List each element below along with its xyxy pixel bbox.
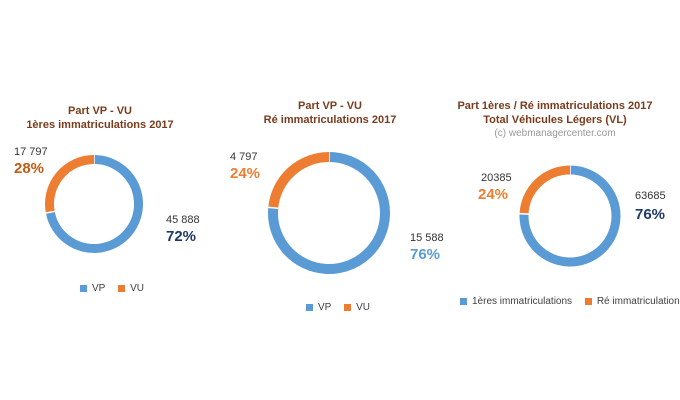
legend-item-vp: VP bbox=[306, 302, 331, 313]
chart-1: Part VP - VU 1ères immatriculations 2017… bbox=[0, 0, 200, 400]
donut-slice-vu bbox=[268, 152, 330, 209]
legend-swatch-vp bbox=[306, 304, 313, 311]
chart-2-title: Part VP - VU Ré immatriculations 2017 bbox=[230, 99, 430, 127]
legend-label-re-registrations: Ré immatriculation bbox=[596, 296, 680, 307]
slice-separator bbox=[518, 212, 530, 215]
legend-item-vp: VP bbox=[80, 283, 105, 294]
legend-swatch-first-registrations bbox=[460, 298, 467, 305]
legend-item-vu: VU bbox=[118, 283, 144, 294]
chart-3-first-percent-label: 76% bbox=[635, 206, 666, 223]
chart-1-vp-value-label: 45 888 bbox=[166, 214, 200, 226]
chart-2: Part VP - VU Ré immatriculations 2017 4 … bbox=[230, 0, 444, 400]
legend-label-vp: VP bbox=[92, 283, 106, 294]
chart-1-legend: VP VU bbox=[80, 283, 154, 295]
legend-swatch-vu bbox=[344, 304, 352, 311]
chart-3-legend: 1ères immatriculations Ré immatriculatio… bbox=[460, 296, 680, 308]
donut-slice-1-res-immatriculations bbox=[519, 165, 621, 267]
legend-label-vu: VU bbox=[356, 302, 371, 313]
chart-1-vu-percent-label: 28% bbox=[14, 160, 45, 177]
legend-swatch-re-registrations bbox=[584, 298, 592, 305]
chart-3: Part 1ères / Ré immatriculations 2017 To… bbox=[450, 0, 680, 400]
chart-3-first-value-label: 63685 bbox=[635, 190, 666, 202]
legend-label-first-registrations: 1ères immatriculations bbox=[472, 296, 573, 307]
slice-separator bbox=[44, 210, 56, 214]
donut-slice-vp bbox=[45, 155, 143, 253]
chart-1-vp-percent-label: 72% bbox=[166, 228, 197, 245]
legend-item-re-registrations: Ré immatriculation bbox=[584, 296, 680, 307]
chart-2-vu-value-label: 4 797 bbox=[230, 151, 258, 163]
chart-2-donut bbox=[267, 151, 390, 274]
chart-1-title: Part VP - VU 1ères immatriculations 2017 bbox=[0, 104, 200, 132]
donut-slice-r-immatriculation bbox=[519, 165, 571, 215]
legend-label-vp: VP bbox=[318, 302, 332, 313]
chart-2-legend: VP VU bbox=[306, 302, 380, 314]
chart-3-title-line1: Part 1ères / Ré immatriculations 2017 bbox=[457, 100, 653, 112]
legend-label-vu: VU bbox=[130, 283, 145, 294]
legend-swatch-vp bbox=[80, 285, 87, 292]
donut-slice-vp bbox=[268, 152, 390, 274]
chart-3-title: Part 1ères / Ré immatriculations 2017 To… bbox=[440, 99, 670, 141]
chart-3-watermark: (c) webmanagercenter.com bbox=[494, 128, 616, 139]
chart-2-vp-value-label: 15 588 bbox=[410, 232, 444, 244]
chart-3-re-percent-label: 24% bbox=[478, 186, 509, 203]
legend-swatch-vu bbox=[118, 285, 126, 292]
chart-3-subtitle: Total Véhicules Légers (VL) bbox=[483, 114, 627, 126]
chart-1-subtitle: 1ères immatriculations 2017 bbox=[26, 119, 174, 131]
donut-slice-vu bbox=[45, 155, 95, 214]
chart-3-re-value-label: 20385 bbox=[481, 172, 512, 184]
chart-2-title-line1: Part VP - VU bbox=[298, 100, 362, 112]
chart-2-subtitle: Ré immatriculations 2017 bbox=[263, 114, 397, 126]
chart-1-donut bbox=[44, 154, 143, 253]
chart-2-vp-percent-label: 76% bbox=[410, 246, 441, 263]
slice-separator bbox=[267, 206, 280, 210]
chart-2-vu-percent-label: 24% bbox=[230, 165, 261, 182]
chart-3-donut bbox=[518, 164, 621, 267]
legend-item-vu: VU bbox=[344, 302, 370, 313]
chart-1-title-line1: Part VP - VU bbox=[68, 105, 132, 117]
chart-1-vu-value-label: 17 797 bbox=[14, 146, 48, 158]
legend-item-first-registrations: 1ères immatriculations bbox=[460, 296, 572, 307]
